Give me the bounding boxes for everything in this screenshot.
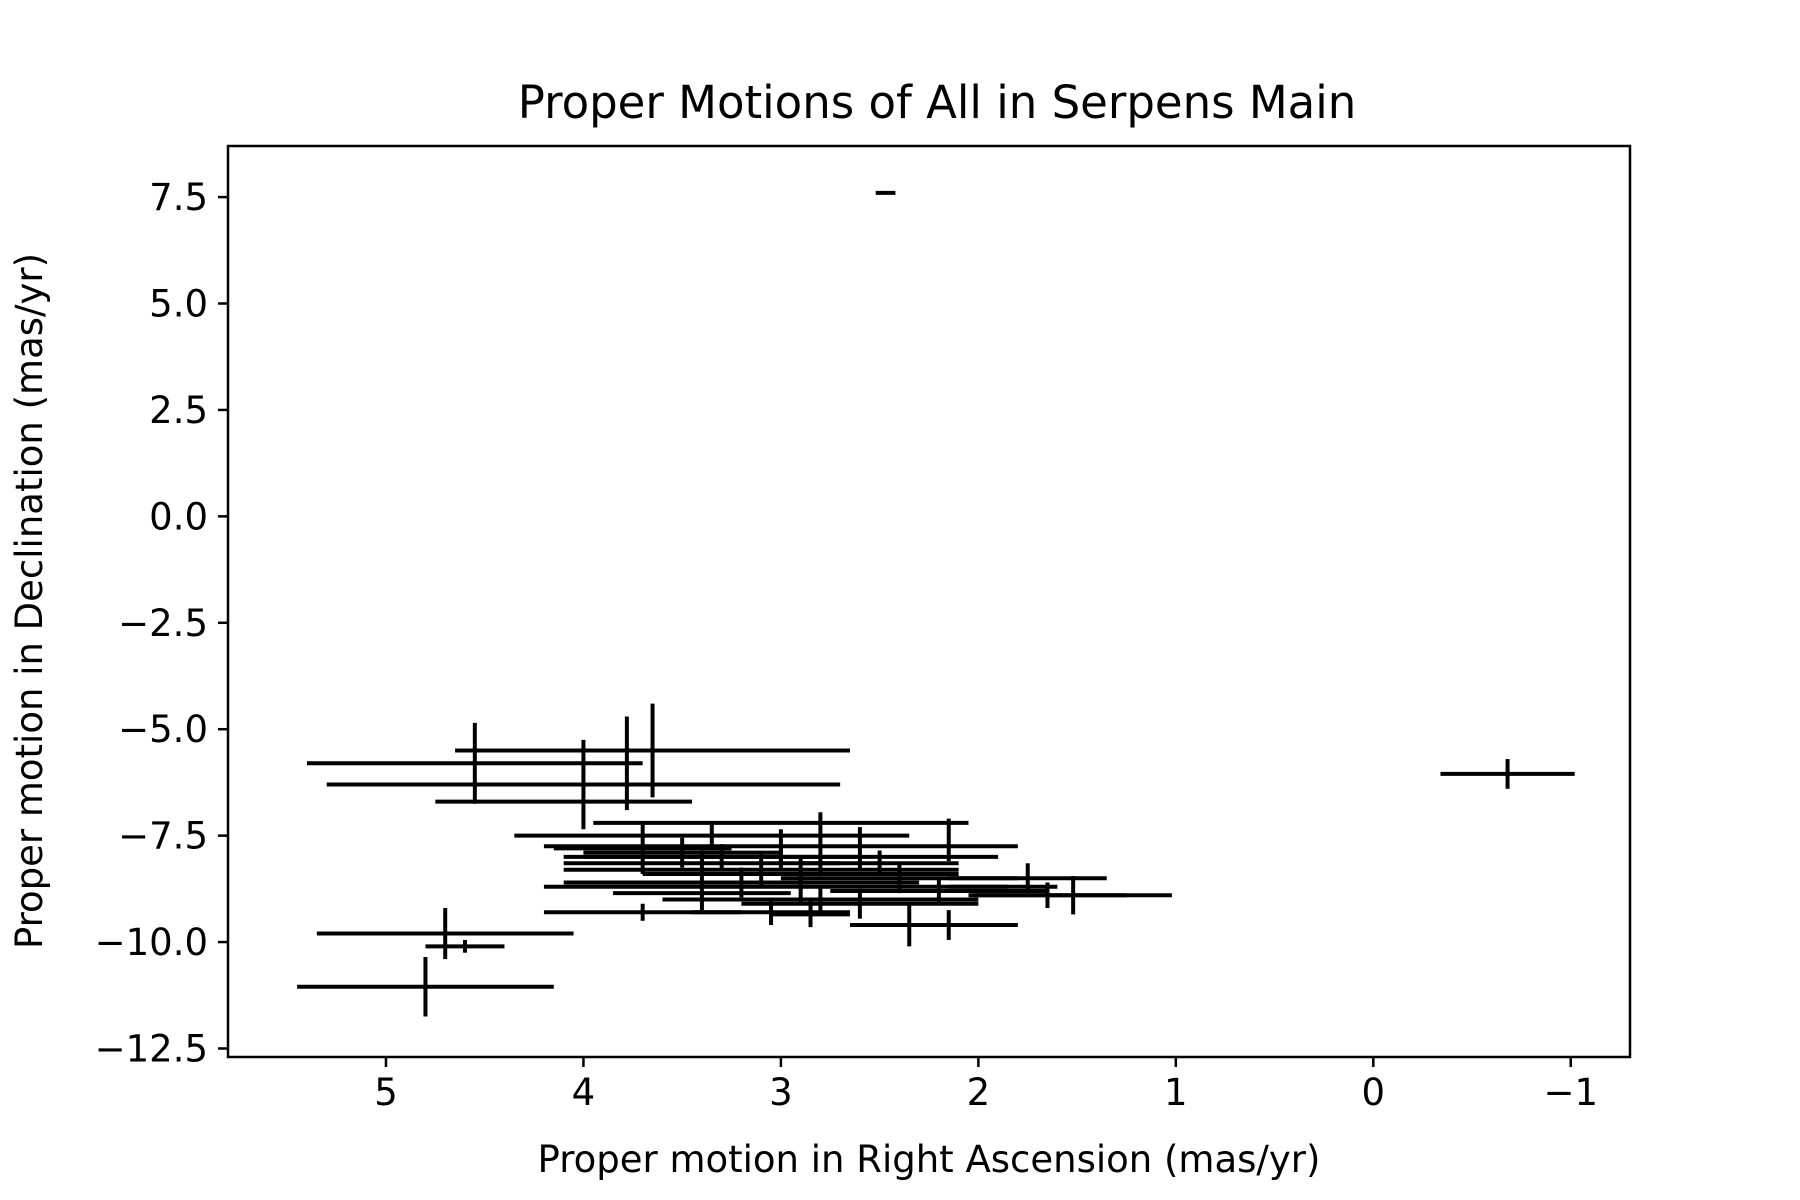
data-point [800,850,959,877]
data-point [879,910,1018,940]
y-tick-label: −10.0 [95,921,208,964]
x-tick-label: 5 [374,1071,398,1114]
data-point [543,903,742,921]
y-tick-label: 2.5 [149,389,208,432]
axis-ticks: 5 4 3 2 1 0 −1 7.5 5.0 2.5 0.0 −2.5 −5.0 −7.5 −10.0 −12… [95,176,1598,1114]
x-tick-label: 1 [1164,1071,1188,1114]
plot-frame [226,144,1632,1059]
x-tick-label: 4 [572,1071,596,1114]
y-tick-label: 5.0 [149,283,208,326]
chart-title: Proper Motions of All in Serpens Main [518,76,1357,129]
data-point [662,886,979,913]
data-point [326,739,841,830]
x-tick-label: 0 [1362,1071,1386,1114]
data-point [771,901,851,928]
data-point [613,876,791,911]
y-axis-label: Proper motion in Declination (mas/yr) [8,253,51,949]
data-point [974,876,1172,915]
x-tick-label: 2 [967,1071,991,1114]
x-axis-label: Proper motion in Right Ascension (mas/yr… [538,1138,1321,1181]
y-tick-label: −12.5 [95,1027,208,1070]
y-tick-label: −2.5 [118,602,208,645]
y-tick-label: −7.5 [118,815,208,858]
data-point [316,908,574,960]
data-point [514,822,910,849]
data-point [741,888,979,919]
data-point [306,722,643,804]
data-point [1440,759,1575,789]
y-tick-label: 0.0 [149,495,208,538]
data-point [425,939,505,953]
data-point [875,190,896,195]
data-point [297,956,554,1017]
data-point [553,822,732,874]
data-point [455,703,851,798]
data-point [563,844,999,870]
y-tick-label: 7.5 [149,176,208,219]
data-point [563,850,841,877]
data-marks [297,190,1575,1017]
x-tick-label: 3 [769,1071,793,1114]
x-tick-label: −1 [1543,1071,1598,1114]
data-point [948,863,1107,894]
y-tick-label: −5.0 [118,708,208,751]
